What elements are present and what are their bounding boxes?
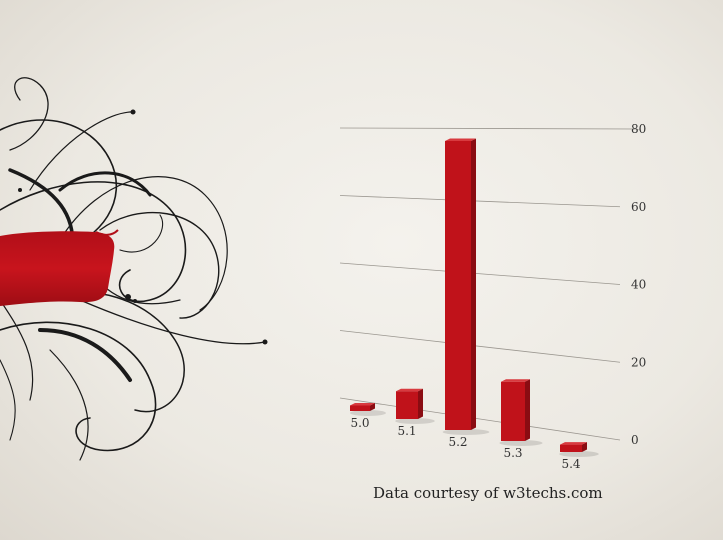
gridline <box>339 195 621 208</box>
bar-5.2 <box>442 138 490 435</box>
y-tick-label: 20 <box>631 355 646 369</box>
y-tick-label: 80 <box>631 122 646 136</box>
y-tick-label: 40 <box>631 278 646 292</box>
bar-5.4 <box>559 442 599 457</box>
gridline <box>339 330 621 363</box>
data-credit: Data courtesy of w3techs.com <box>373 484 603 502</box>
gridline <box>339 127 641 130</box>
y-tick-label: 60 <box>631 200 646 214</box>
gridlines <box>339 127 641 441</box>
x-category-label: 5.4 <box>561 457 580 471</box>
y-axis-ticks: 0 20 40 60 80 <box>631 122 646 447</box>
x-axis-labels: 5.0 5.1 5.2 5.3 5.4 <box>350 416 580 471</box>
x-category-label: 5.2 <box>448 435 467 449</box>
bars <box>350 138 599 457</box>
x-category-label: 5.0 <box>350 416 369 430</box>
x-category-label: 5.3 <box>503 446 522 460</box>
gridline <box>339 262 621 285</box>
gridline <box>339 397 621 441</box>
y-tick-label: 0 <box>631 433 639 447</box>
bar-5.0 <box>350 402 386 416</box>
bar-5.1 <box>395 388 435 424</box>
x-category-label: 5.1 <box>397 424 416 438</box>
red-paint-stroke <box>0 231 115 306</box>
bar-5.3 <box>499 379 543 446</box>
